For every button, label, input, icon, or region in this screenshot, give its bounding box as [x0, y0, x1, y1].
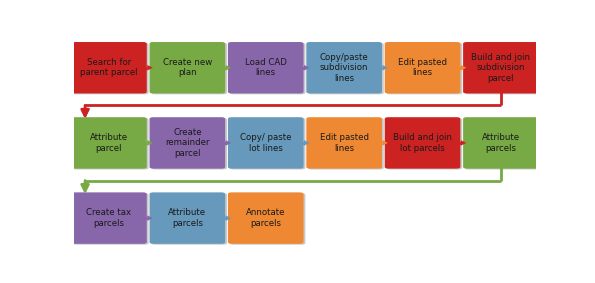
Text: Copy/paste
subdivision
lines: Copy/paste subdivision lines: [320, 53, 368, 83]
FancyBboxPatch shape: [306, 42, 382, 93]
FancyBboxPatch shape: [228, 117, 303, 169]
FancyBboxPatch shape: [463, 117, 538, 169]
FancyBboxPatch shape: [308, 43, 384, 94]
FancyBboxPatch shape: [387, 43, 462, 94]
Text: Search for
parent parcel: Search for parent parcel: [80, 58, 137, 78]
Text: Attribute
parcel: Attribute parcel: [90, 133, 128, 153]
Text: Create
remainder
parcel: Create remainder parcel: [165, 128, 209, 158]
FancyBboxPatch shape: [71, 42, 147, 93]
Text: Annotate
parcels: Annotate parcels: [246, 208, 286, 228]
FancyBboxPatch shape: [149, 192, 225, 244]
FancyBboxPatch shape: [465, 118, 541, 170]
FancyBboxPatch shape: [306, 117, 382, 169]
FancyBboxPatch shape: [73, 118, 149, 170]
Text: Attribute
parcels: Attribute parcels: [168, 208, 206, 228]
FancyBboxPatch shape: [230, 43, 305, 94]
FancyBboxPatch shape: [465, 43, 541, 94]
FancyBboxPatch shape: [71, 117, 147, 169]
Text: Load CAD
lines: Load CAD lines: [245, 58, 287, 78]
FancyBboxPatch shape: [151, 193, 227, 245]
Text: Build and join
subdivision
parcel: Build and join subdivision parcel: [471, 53, 530, 83]
FancyBboxPatch shape: [228, 42, 303, 93]
FancyBboxPatch shape: [71, 192, 147, 244]
FancyBboxPatch shape: [387, 118, 462, 170]
FancyBboxPatch shape: [149, 117, 225, 169]
FancyBboxPatch shape: [308, 118, 384, 170]
FancyBboxPatch shape: [73, 193, 149, 245]
FancyBboxPatch shape: [151, 43, 227, 94]
Text: Edit pasted
lines: Edit pasted lines: [398, 58, 447, 78]
Text: Create new
plan: Create new plan: [162, 58, 212, 78]
Text: Create tax
parcels: Create tax parcels: [86, 208, 131, 228]
Text: Edit pasted
lines: Edit pasted lines: [320, 133, 369, 153]
Text: Copy/ paste
lot lines: Copy/ paste lot lines: [240, 133, 292, 153]
FancyBboxPatch shape: [463, 42, 538, 93]
FancyBboxPatch shape: [151, 118, 227, 170]
FancyBboxPatch shape: [230, 118, 305, 170]
FancyBboxPatch shape: [149, 42, 225, 93]
FancyBboxPatch shape: [73, 43, 149, 94]
Text: Build and join
lot parcels: Build and join lot parcels: [393, 133, 452, 153]
FancyBboxPatch shape: [385, 42, 461, 93]
FancyBboxPatch shape: [228, 192, 303, 244]
FancyBboxPatch shape: [385, 117, 461, 169]
Text: Attribute
parcels: Attribute parcels: [482, 133, 520, 153]
FancyBboxPatch shape: [230, 193, 305, 245]
